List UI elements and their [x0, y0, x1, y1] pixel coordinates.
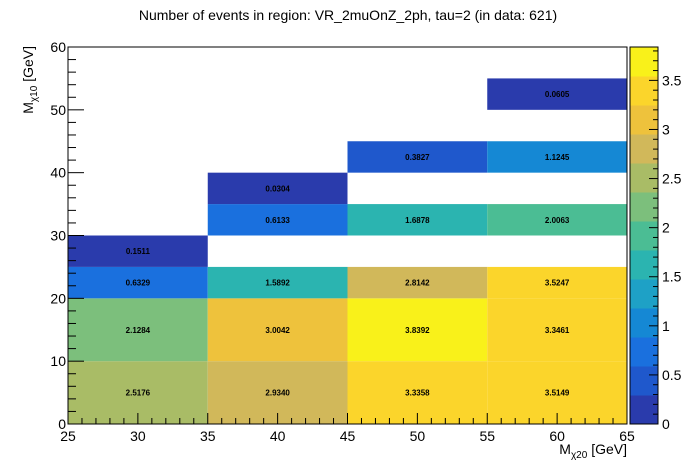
cell-value-label: 3.8392 — [405, 326, 430, 335]
x-axis: 25 30 35 40 45 50 55 60 65 — [60, 413, 635, 444]
x-tick-label: 35 — [200, 428, 216, 444]
heatmap-cell — [347, 298, 488, 362]
cell-value-label: 2.8142 — [405, 279, 430, 288]
y-tick-label: 30 — [50, 228, 66, 244]
x-axis-label: Mχ20 [GeV] — [559, 441, 627, 461]
color-scale-segment — [630, 47, 658, 77]
color-scale-tick-label: 0 — [662, 416, 670, 432]
color-scale-segment — [630, 308, 658, 338]
heatmap-cell — [207, 298, 348, 362]
heatmap-cells: 2.5176 2.9340 3.3358 3.5149 2.1284 3.0042 3.83… — [68, 78, 627, 424]
color-scale-tick-label: 2.5 — [662, 171, 682, 187]
color-scale-segment — [630, 279, 658, 309]
color-scale-border — [629, 46, 659, 425]
color-scale-segment — [630, 337, 658, 367]
color-scale-tick-label: 1.5 — [662, 269, 682, 285]
y-axis-label: Mχ10 [GeV] — [20, 46, 40, 114]
cell-value-label: 1.5892 — [265, 279, 290, 288]
cell-value-label: 3.5149 — [545, 389, 570, 398]
cell-value-label: 0.1511 — [126, 247, 151, 256]
color-scale-segment — [630, 366, 658, 396]
cell-value-label: 2.9340 — [265, 389, 290, 398]
heatmap-cell — [347, 204, 488, 236]
heatmap-cell — [487, 298, 627, 362]
x-tick-label: 50 — [410, 428, 426, 444]
cell-value-label: 1.1245 — [545, 153, 570, 162]
heatmap-cell — [207, 266, 348, 299]
x-tick-label: 25 — [60, 428, 76, 444]
heatmap-cell — [487, 78, 627, 110]
color-scale-tick-label: 0.5 — [662, 367, 682, 383]
heatmap-cell — [68, 235, 208, 267]
color-scale-segment — [630, 192, 658, 222]
y-tick-label: 60 — [50, 39, 66, 55]
heatmap-cell — [487, 141, 627, 173]
heatmap-cell — [487, 266, 627, 299]
heatmap-cell — [207, 204, 348, 236]
cell-value-label: 2.5176 — [126, 389, 151, 398]
color-scale-segment — [630, 221, 658, 251]
cell-value-label: 3.3461 — [545, 326, 570, 335]
cell-value-label: 3.5247 — [545, 279, 570, 288]
x-tick-label: 40 — [270, 428, 286, 444]
heatmap-cell — [207, 172, 348, 205]
color-scale: 0 0.5 1 1.5 2 2.5 3 3.5 — [629, 46, 682, 432]
y-tick-label: 10 — [50, 353, 66, 369]
x-tick-label: 60 — [549, 428, 565, 444]
cell-value-label: 0.3827 — [405, 153, 430, 162]
heatmap-cell — [68, 266, 208, 299]
cell-value-label: 3.0042 — [265, 326, 290, 335]
y-tick-label: 40 — [50, 165, 66, 181]
heatmap-cell — [347, 141, 488, 173]
cell-value-label: 3.3358 — [405, 389, 430, 398]
heatmap-cell — [347, 266, 488, 299]
x-tick-label: 30 — [130, 428, 146, 444]
color-scale-segment — [630, 163, 658, 193]
y-tick-label: 0 — [58, 416, 66, 432]
cell-value-label: 2.1284 — [126, 326, 151, 335]
color-scale-segment — [630, 250, 658, 280]
y-tick-label: 50 — [50, 102, 66, 118]
x-tick-label: 55 — [479, 428, 495, 444]
heatmap-cell — [68, 298, 208, 362]
y-axis: 0 10 20 30 40 50 60 — [50, 39, 84, 432]
color-scale-segment — [630, 395, 658, 425]
cell-value-label: 0.0605 — [545, 90, 570, 99]
cell-value-label: 0.6133 — [265, 216, 290, 225]
cell-value-label: 0.0304 — [265, 184, 290, 193]
cell-value-label: 0.6329 — [126, 279, 151, 288]
color-scale-tick-label: 2 — [662, 220, 670, 236]
x-tick-label: 45 — [340, 428, 356, 444]
heatmap-cell — [487, 204, 627, 236]
y-tick-label: 20 — [50, 290, 66, 306]
color-scale-tick-label: 1 — [662, 318, 670, 334]
color-scale-segment — [630, 76, 658, 106]
cell-value-label: 1.6878 — [405, 216, 430, 225]
color-scale-tick-label: 3.5 — [662, 72, 682, 88]
x-tick-label: 65 — [619, 428, 635, 444]
color-scale-tick-label: 3 — [662, 121, 670, 137]
chart-title: Number of events in region: VR_2muOnZ_2p… — [139, 7, 557, 23]
cell-value-label: 2.0063 — [545, 216, 570, 225]
